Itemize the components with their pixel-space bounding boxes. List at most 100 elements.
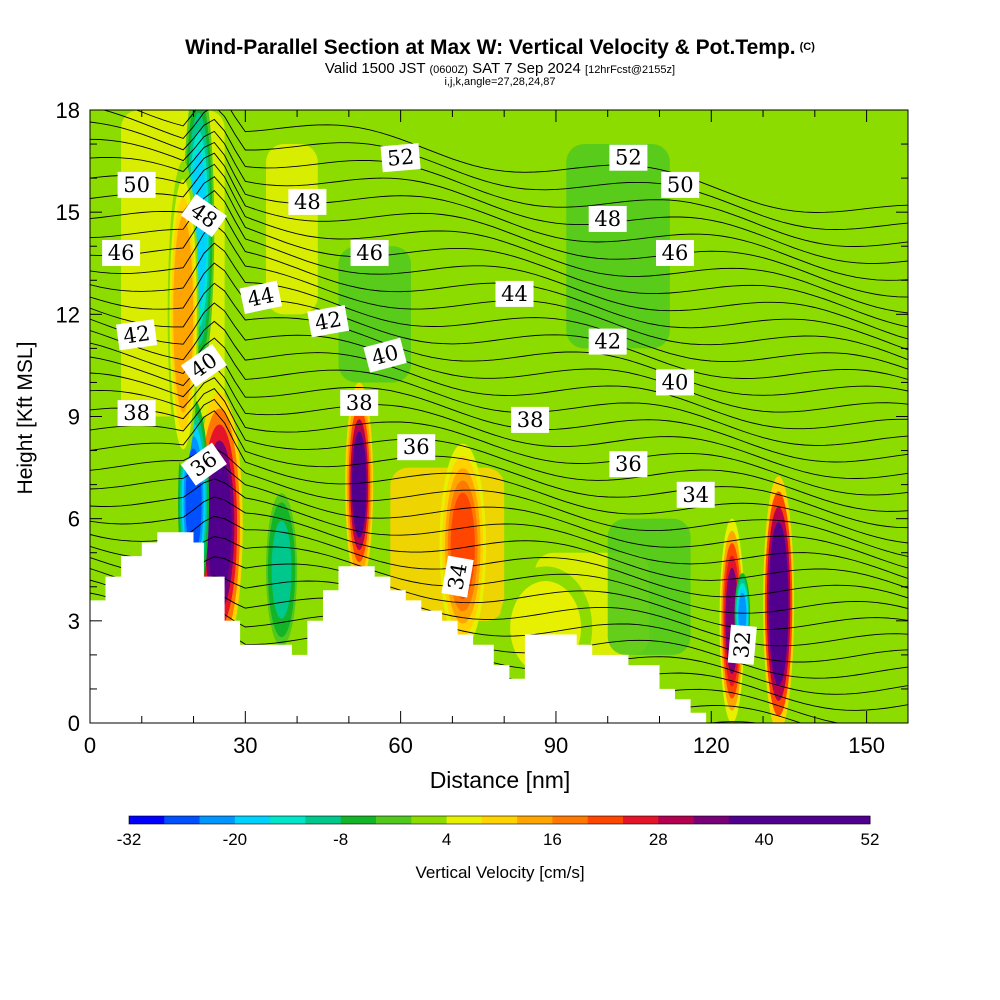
x-tick-label: 120 bbox=[693, 733, 730, 758]
theta-contour-line bbox=[90, 377, 908, 496]
colorbar-tick-label: -20 bbox=[223, 830, 248, 849]
subtitle-date: SAT 7 Sep 2024 bbox=[472, 60, 581, 77]
x-tick-label: 30 bbox=[233, 733, 257, 758]
field-band bbox=[266, 144, 318, 315]
theta-contour-line bbox=[90, 282, 908, 396]
contour-label-box bbox=[350, 240, 389, 266]
subtitle-forecast: [12hrFcst@2155z] bbox=[585, 64, 676, 76]
contour-label-text: 36 bbox=[403, 435, 430, 459]
theta-contour-line bbox=[90, 556, 908, 631]
contour-label: 52 bbox=[380, 143, 421, 173]
contour-label-text: 38 bbox=[123, 401, 150, 425]
contour-label: 48 bbox=[588, 206, 627, 232]
y-tick-label: 3 bbox=[68, 609, 80, 634]
y-tick-label: 12 bbox=[56, 302, 80, 327]
theta-contour-line bbox=[90, 320, 908, 430]
theta-contour-line bbox=[90, 398, 908, 529]
terrain bbox=[90, 532, 707, 723]
contour-label-text: 42 bbox=[594, 330, 621, 354]
contour-label: 46 bbox=[350, 240, 389, 266]
contour-label-text: 34 bbox=[682, 483, 709, 507]
theta-contour-line bbox=[90, 568, 908, 647]
field-band bbox=[607, 518, 691, 655]
contour-label-box bbox=[363, 337, 407, 373]
colorbar-tick-label: 4 bbox=[442, 830, 451, 849]
contour-label-text: 38 bbox=[517, 408, 544, 432]
contour-label: 50 bbox=[661, 171, 700, 198]
theta-contour-line bbox=[90, 130, 908, 264]
colorbar-tick-label: -32 bbox=[117, 830, 142, 849]
chart-title: Wind-Parallel Section at Max W: Vertical… bbox=[0, 36, 1000, 60]
y-tick-label: 6 bbox=[68, 507, 80, 532]
x-tick-label: 60 bbox=[388, 733, 412, 758]
theta-contour-line bbox=[135, 110, 908, 213]
field-band bbox=[410, 110, 505, 349]
theta-contour-line bbox=[90, 176, 908, 328]
contour-label-box bbox=[727, 624, 757, 665]
contour-label: 44 bbox=[495, 280, 534, 307]
chart-subtitle-indices: i,j,k,angle=27,28,24,87 bbox=[444, 76, 556, 88]
contour-label-box bbox=[288, 188, 327, 215]
contour-label: 38 bbox=[340, 389, 379, 416]
contour-label-box bbox=[511, 406, 550, 433]
contour-label-box bbox=[102, 240, 141, 266]
theta-contour-line bbox=[90, 262, 908, 380]
x-tick-label: 150 bbox=[848, 733, 885, 758]
theta-contour-line bbox=[90, 447, 908, 557]
contour-label-text: 34 bbox=[443, 561, 471, 591]
colorbar-swatch bbox=[834, 816, 871, 824]
contour-label-text: 48 bbox=[594, 207, 621, 231]
y-tick-label: 18 bbox=[56, 98, 80, 123]
contour-label: 52 bbox=[609, 144, 648, 171]
contour-label-text: 44 bbox=[245, 283, 276, 312]
contour-label: 38 bbox=[511, 406, 550, 433]
theta-contour-line bbox=[90, 141, 908, 281]
contour-label: 32 bbox=[727, 624, 757, 665]
theta-contour-line bbox=[90, 462, 908, 569]
colorbar-swatch bbox=[587, 816, 624, 824]
contour-label: 42 bbox=[115, 319, 158, 351]
theta-contour-line bbox=[90, 478, 908, 579]
contour-label: 34 bbox=[441, 555, 474, 598]
subtitle-valid: Valid 1500 JST bbox=[324, 60, 426, 77]
colorbar-tick-label: 16 bbox=[543, 830, 562, 849]
theta-contour-line bbox=[90, 515, 908, 599]
contour-label-text: 42 bbox=[313, 307, 343, 335]
colorbar-swatch bbox=[552, 816, 589, 824]
y-tick-label: 9 bbox=[68, 405, 80, 430]
contour-label: 38 bbox=[117, 400, 156, 427]
theta-contour-line bbox=[90, 536, 908, 614]
contour-label-text: 38 bbox=[346, 391, 373, 415]
contour-label: 36 bbox=[609, 451, 648, 478]
x-tick-label: 0 bbox=[84, 733, 96, 758]
contour-label-box bbox=[588, 206, 627, 232]
colorbar-swatch bbox=[517, 816, 553, 824]
x-tick-label: 90 bbox=[544, 733, 568, 758]
contour-label-box bbox=[180, 343, 227, 387]
theta-contour-line bbox=[90, 163, 908, 314]
contour-label-box bbox=[307, 304, 350, 338]
contour-label-box bbox=[495, 280, 534, 307]
colorbar-swatch bbox=[799, 816, 836, 824]
contour-label-text: 48 bbox=[294, 190, 321, 214]
contour-label: 36 bbox=[397, 434, 436, 461]
contour-label-text: 36 bbox=[615, 452, 642, 476]
colorbar-label: Vertical Velocity [cm/s] bbox=[415, 863, 585, 882]
theta-contour-line bbox=[90, 365, 908, 479]
x-axis-label: Distance [nm] bbox=[429, 767, 571, 793]
contour-label-text: 52 bbox=[615, 146, 642, 170]
field-band bbox=[690, 178, 815, 451]
colorbar-swatch bbox=[234, 816, 271, 824]
theta-contour-line bbox=[90, 352, 908, 463]
velocity-cell bbox=[770, 537, 787, 671]
theta-contour-line bbox=[90, 388, 908, 512]
contour-label-box bbox=[609, 451, 648, 478]
contour-label-box bbox=[340, 389, 379, 416]
contour-label-box bbox=[117, 400, 156, 427]
contour-label: 48 bbox=[288, 188, 327, 215]
contour-label-box bbox=[676, 481, 715, 508]
contour-label-text: 50 bbox=[123, 173, 150, 197]
contour-label: 42 bbox=[588, 328, 627, 355]
contour-label-box bbox=[115, 319, 158, 351]
